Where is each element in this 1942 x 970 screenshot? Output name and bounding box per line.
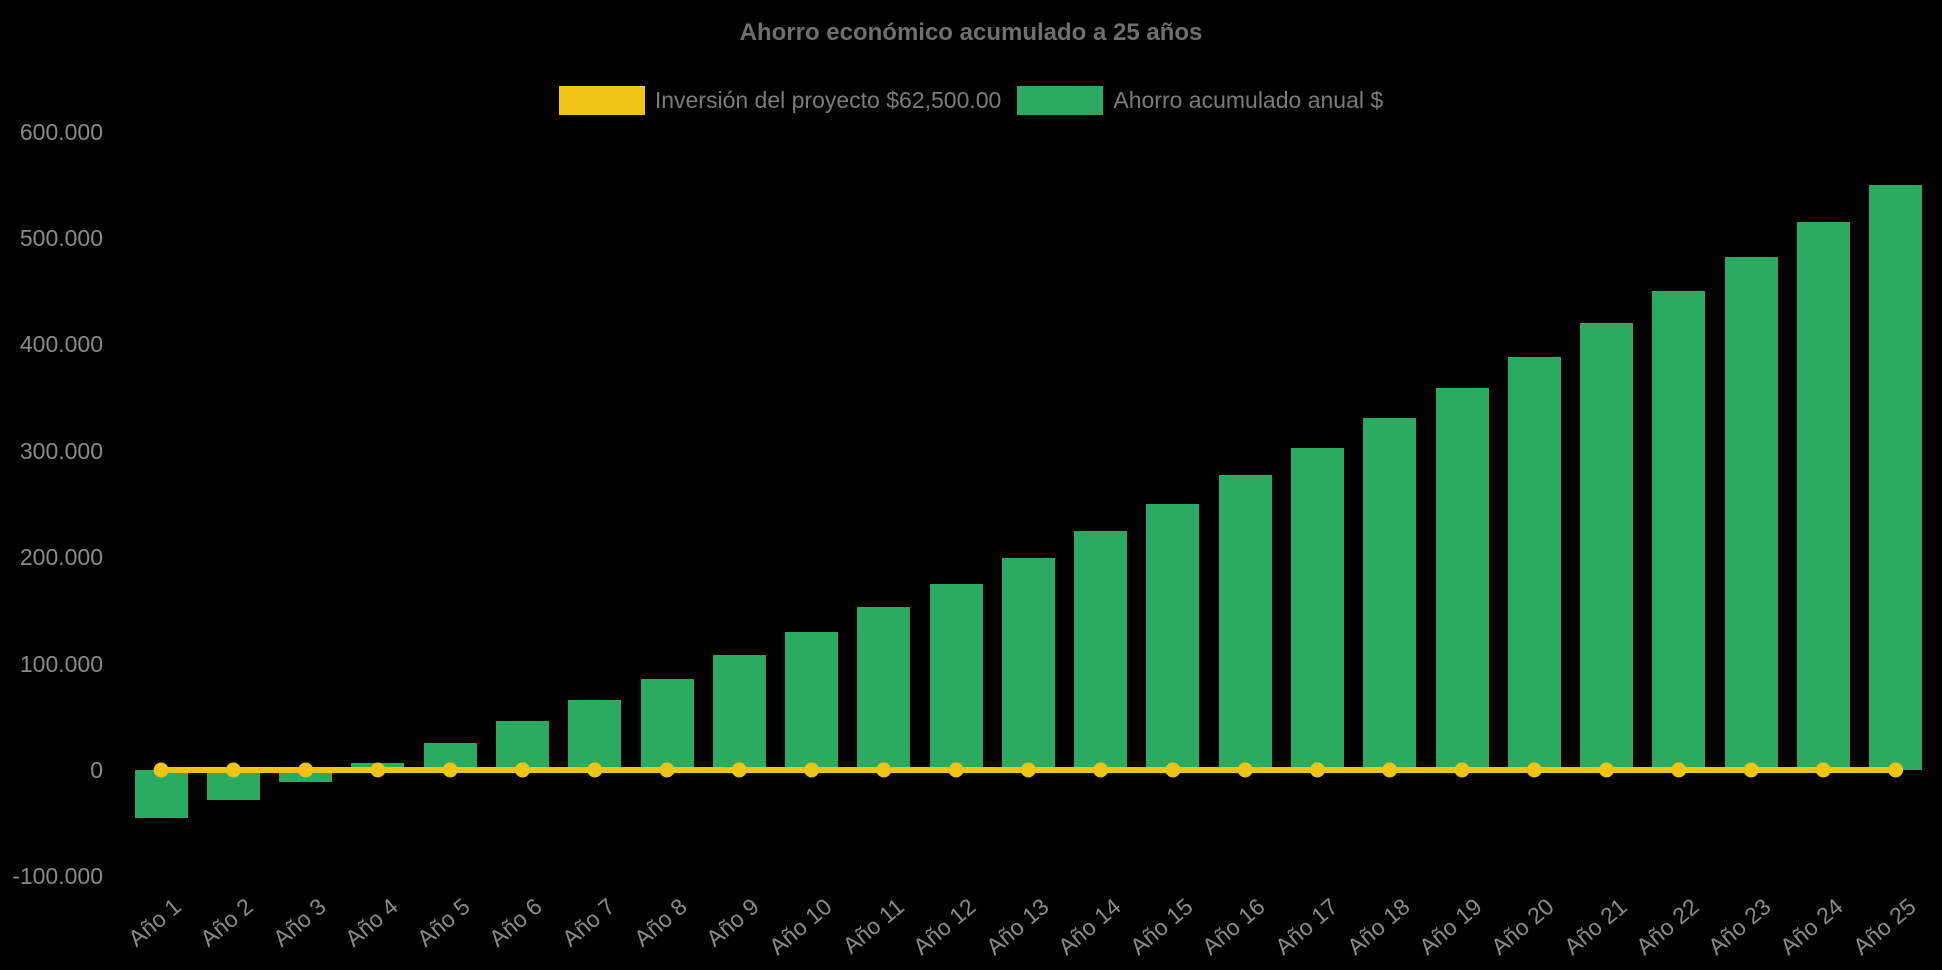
bar-año-24 [1796,222,1850,770]
x-tick-label-año-22: Año 22 [1630,893,1704,960]
bar-año-9 [712,655,766,770]
x-tick-label-año-13: Año 13 [980,893,1054,960]
y-tick-label: 500.000 [19,225,103,252]
x-tick-label-año-7: Año 7 [556,893,620,952]
x-tick-label-año-2: Año 2 [195,893,259,952]
bar-año-14 [1074,530,1128,770]
y-tick-label: 300.000 [19,437,103,464]
bar-año-5 [423,743,477,770]
y-tick-label: 400.000 [19,331,103,358]
x-tick-label-año-9: Año 9 [701,893,765,952]
legend-item-savings[interactable]: Ahorro acumulado anual $ [1017,85,1384,115]
bar-año-20 [1507,357,1561,770]
x-tick-label-año-8: Año 8 [628,893,692,952]
x-tick-label-año-6: Año 6 [484,893,548,952]
bar-año-2 [206,770,260,800]
bar-año-25 [1869,184,1923,770]
bar-año-13 [1001,558,1055,770]
bar-año-15 [1146,504,1200,770]
x-tick-label-año-16: Año 16 [1197,893,1270,960]
x-tick-label-año-21: Año 21 [1558,893,1632,960]
y-tick-label: -100.000 [12,863,103,890]
x-tick-label-año-23: Año 23 [1703,893,1776,960]
legend-swatch-savings-icon [1017,85,1104,115]
x-tick-label-año-1: Año 1 [123,893,186,952]
x-tick-label-año-19: Año 19 [1414,893,1487,960]
chart-title: Ahorro económico acumulado a 25 años [739,19,1203,46]
x-tick-label-año-12: Año 12 [908,893,981,960]
bar-año-3 [279,770,333,782]
bar-año-10 [785,631,839,770]
x-tick-label-año-15: Año 15 [1125,893,1198,960]
x-tick-label-año-11: Año 11 [837,893,909,959]
bar-año-23 [1724,257,1778,770]
x-tick-label-año-3: Año 3 [267,893,331,952]
y-tick-label: 200.000 [19,544,103,571]
bar-año-19 [1435,388,1489,770]
chart-legend: Inversión del proyecto $62,500.00 Ahorro… [0,84,1942,116]
x-tick-label-año-18: Año 18 [1341,893,1415,960]
bar-año-1 [134,770,188,818]
legend-swatch-investment-icon [558,85,645,115]
y-tick-label: 600.000 [19,118,103,145]
bar-año-17 [1291,447,1344,770]
legend-label-savings: Ahorro acumulado anual $ [1113,86,1384,113]
x-tick-label-año-20: Año 20 [1486,893,1560,960]
x-tick-label-año-14: Año 14 [1052,893,1126,960]
bar-año-16 [1218,475,1272,770]
y-tick-label: 100.000 [19,650,103,677]
x-tick-label-año-17: Año 17 [1269,893,1343,960]
bar-año-4 [351,762,405,770]
x-tick-label-año-25: Año 25 [1847,893,1921,960]
x-tick-label-año-4: Año 4 [339,893,403,952]
bar-año-6 [496,721,549,770]
bar-año-18 [1363,417,1417,770]
bar-año-7 [568,699,622,770]
bar-año-12 [929,583,983,770]
x-tick-label-año-10: Año 10 [763,893,837,960]
legend-item-investment[interactable]: Inversión del proyecto $62,500.00 [558,85,1002,115]
bar-año-22 [1652,291,1706,770]
legend-label-investment: Inversión del proyecto $62,500.00 [654,86,1002,113]
bar-año-8 [640,678,694,770]
bar-año-11 [857,607,911,770]
y-tick-label: 0 [90,757,103,783]
x-tick-label-año-5: Año 5 [412,893,475,952]
x-tick-label-año-24: Año 24 [1775,893,1849,960]
bar-año-21 [1580,323,1633,770]
